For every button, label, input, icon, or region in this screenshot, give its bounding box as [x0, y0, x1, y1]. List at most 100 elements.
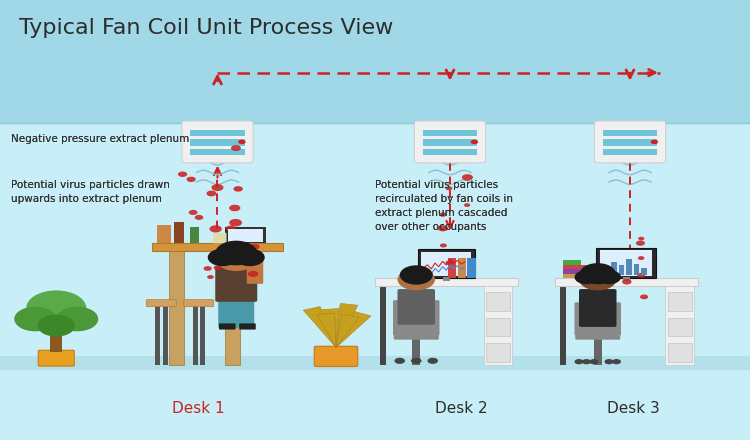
Circle shape — [637, 273, 645, 278]
Text: Desk 3: Desk 3 — [608, 401, 660, 416]
Text: Desk 1: Desk 1 — [172, 401, 225, 416]
FancyBboxPatch shape — [458, 258, 466, 278]
Circle shape — [248, 271, 258, 277]
FancyBboxPatch shape — [423, 139, 478, 146]
FancyBboxPatch shape — [190, 130, 244, 136]
FancyBboxPatch shape — [603, 139, 657, 146]
Polygon shape — [317, 313, 336, 348]
Circle shape — [650, 140, 658, 144]
FancyBboxPatch shape — [169, 251, 184, 365]
FancyBboxPatch shape — [190, 227, 200, 243]
Circle shape — [427, 358, 438, 364]
FancyBboxPatch shape — [574, 302, 621, 336]
Circle shape — [214, 265, 221, 270]
FancyBboxPatch shape — [665, 286, 694, 365]
Circle shape — [238, 140, 245, 144]
Circle shape — [394, 358, 405, 364]
Polygon shape — [336, 312, 371, 348]
FancyBboxPatch shape — [413, 337, 420, 365]
Circle shape — [195, 215, 203, 220]
Circle shape — [211, 184, 223, 191]
FancyBboxPatch shape — [225, 227, 266, 243]
FancyBboxPatch shape — [380, 286, 386, 365]
FancyBboxPatch shape — [634, 264, 639, 275]
Circle shape — [203, 266, 211, 271]
Circle shape — [207, 275, 214, 279]
Circle shape — [235, 249, 265, 266]
FancyBboxPatch shape — [467, 258, 476, 278]
FancyBboxPatch shape — [184, 300, 214, 307]
FancyBboxPatch shape — [604, 267, 609, 275]
FancyBboxPatch shape — [225, 251, 240, 365]
FancyBboxPatch shape — [668, 292, 692, 311]
FancyBboxPatch shape — [622, 277, 630, 281]
Circle shape — [446, 187, 452, 191]
FancyBboxPatch shape — [174, 222, 184, 243]
Text: Potential virus particles drawn
upwards into extract plenum: Potential virus particles drawn upwards … — [11, 180, 170, 205]
FancyBboxPatch shape — [626, 259, 632, 275]
FancyBboxPatch shape — [484, 286, 512, 365]
Text: Potential virus particles
recirculated by fan coils in
extract plenum cascaded
o: Potential virus particles recirculated b… — [375, 180, 513, 232]
Circle shape — [580, 263, 616, 284]
Text: Potential virus particles
recirculated by fan coils in
extract plenum cascaded
o: Potential virus particles recirculated b… — [375, 180, 513, 232]
Circle shape — [604, 359, 613, 364]
Circle shape — [638, 237, 644, 240]
FancyBboxPatch shape — [394, 334, 439, 340]
Circle shape — [437, 225, 448, 231]
Polygon shape — [321, 308, 339, 348]
Text: Negative pressure extract plenum: Negative pressure extract plenum — [11, 134, 190, 143]
Circle shape — [446, 260, 454, 265]
FancyBboxPatch shape — [218, 297, 254, 328]
Circle shape — [209, 225, 222, 232]
FancyBboxPatch shape — [418, 249, 475, 278]
FancyBboxPatch shape — [0, 123, 750, 440]
FancyBboxPatch shape — [668, 343, 692, 362]
Circle shape — [640, 294, 648, 299]
FancyBboxPatch shape — [239, 323, 256, 330]
Circle shape — [187, 177, 196, 182]
FancyBboxPatch shape — [611, 262, 616, 275]
Text: Desk 2: Desk 2 — [435, 401, 488, 416]
Circle shape — [622, 279, 632, 285]
Polygon shape — [336, 303, 358, 348]
Circle shape — [189, 210, 197, 215]
FancyBboxPatch shape — [423, 130, 478, 136]
FancyBboxPatch shape — [562, 260, 581, 265]
FancyBboxPatch shape — [562, 269, 584, 274]
Circle shape — [612, 359, 621, 364]
FancyBboxPatch shape — [146, 300, 176, 307]
FancyBboxPatch shape — [594, 337, 602, 365]
Circle shape — [230, 205, 241, 211]
FancyBboxPatch shape — [555, 278, 698, 286]
FancyBboxPatch shape — [603, 149, 657, 155]
Circle shape — [38, 315, 75, 337]
Circle shape — [574, 359, 584, 364]
Circle shape — [246, 257, 256, 263]
FancyBboxPatch shape — [686, 286, 692, 365]
FancyBboxPatch shape — [562, 273, 585, 278]
Circle shape — [178, 172, 188, 177]
FancyBboxPatch shape — [158, 225, 171, 243]
FancyBboxPatch shape — [247, 258, 263, 284]
Circle shape — [226, 226, 236, 231]
Circle shape — [574, 270, 598, 284]
Circle shape — [464, 203, 470, 207]
FancyBboxPatch shape — [213, 233, 226, 243]
FancyBboxPatch shape — [422, 252, 471, 276]
FancyBboxPatch shape — [0, 356, 750, 370]
FancyBboxPatch shape — [603, 130, 657, 136]
FancyBboxPatch shape — [641, 268, 646, 275]
FancyBboxPatch shape — [442, 277, 450, 281]
FancyBboxPatch shape — [375, 278, 518, 286]
FancyBboxPatch shape — [575, 334, 620, 340]
FancyBboxPatch shape — [190, 149, 244, 155]
Circle shape — [235, 233, 244, 239]
FancyBboxPatch shape — [423, 149, 478, 155]
Circle shape — [215, 246, 257, 271]
Circle shape — [462, 174, 473, 181]
FancyBboxPatch shape — [0, 0, 750, 123]
Circle shape — [247, 246, 256, 252]
Circle shape — [440, 243, 447, 248]
FancyBboxPatch shape — [193, 304, 198, 365]
FancyBboxPatch shape — [486, 318, 510, 336]
